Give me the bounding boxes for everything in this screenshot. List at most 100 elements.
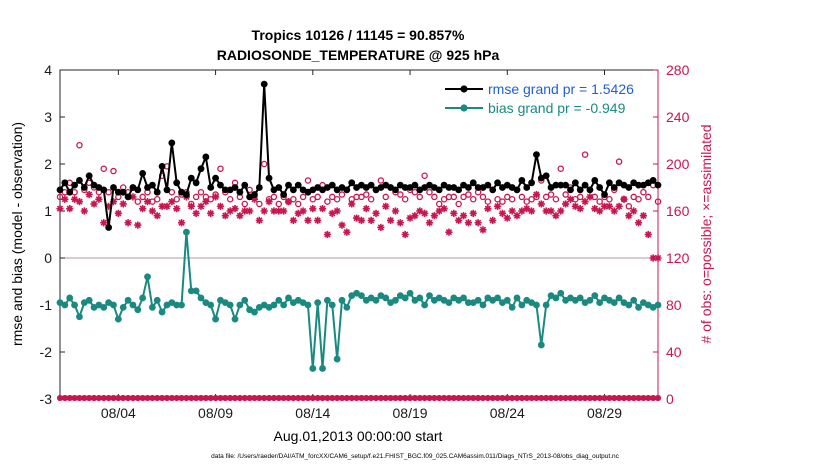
rmse-point (183, 191, 190, 198)
zero-assimilated-point-glyph (397, 395, 404, 401)
y-tick-label-right: 40 (666, 344, 682, 360)
possible-obs-point (606, 195, 613, 203)
zero-assimilated-point-glyph (445, 395, 452, 401)
assimilated-obs-point-glyph (241, 207, 249, 215)
y-axis-label-right: # of obs: o=possible; ×=assimilated (698, 124, 714, 343)
zero-assimilated-point-glyph (353, 395, 360, 401)
assimilated-obs-point (289, 216, 297, 224)
assimilated-obs-point (221, 212, 229, 220)
possible-obs-point (397, 191, 404, 198)
zero-assimilated-point-glyph (484, 395, 491, 401)
assimilated-obs-point-glyph (615, 202, 623, 210)
zero-assimilated-point (655, 395, 661, 401)
assimilated-obs-point (168, 198, 176, 206)
bias-point (285, 294, 292, 302)
assimilated-obs-point (644, 230, 652, 239)
zero-assimilated-point (57, 395, 63, 401)
possible-obs-point (333, 195, 341, 203)
possible-obs-point (329, 193, 336, 201)
zero-assimilated-point-glyph (300, 395, 307, 401)
assimilated-obs-point-glyph (148, 207, 156, 215)
zero-assimilated-point-glyph (76, 395, 83, 401)
x-tick-label: 08/04 (101, 405, 136, 421)
bias-point (119, 303, 127, 311)
rmse-point (552, 181, 560, 189)
zero-assimilated-point-glyph (455, 395, 462, 401)
zero-assimilated-point-glyph (514, 395, 521, 401)
assimilated-obs-point-glyph (109, 198, 118, 206)
zero-assimilated-point (163, 395, 170, 401)
rmse-point (523, 184, 531, 191)
assimilated-obs-point-glyph (532, 190, 541, 199)
zero-assimilated-point (139, 395, 146, 401)
assimilated-obs-point (246, 207, 254, 215)
assimilated-obs-point-glyph (343, 228, 351, 236)
zero-assimilated-point (217, 395, 224, 401)
zero-assimilated-point-glyph (251, 395, 258, 401)
rmse-point (581, 181, 589, 189)
rmse-point (148, 181, 156, 189)
assimilated-obs-point-glyph (576, 205, 584, 213)
zero-assimilated-point (241, 395, 248, 401)
assimilated-obs-point-glyph (236, 212, 244, 220)
bias-point (542, 301, 550, 309)
rmse-point (596, 184, 604, 191)
assimilated-obs-point (596, 207, 604, 215)
assimilated-obs-point-glyph (275, 207, 283, 215)
bias-point (110, 301, 117, 309)
assimilated-obs-point-glyph (197, 202, 205, 210)
rmse-point (119, 188, 127, 196)
assimilated-obs-point (75, 198, 84, 206)
possible-obs-point (309, 195, 317, 203)
zero-assimilated-point-glyph (625, 395, 632, 401)
possible-obs-point (304, 177, 312, 184)
assimilated-obs-point (610, 207, 618, 215)
rmse-point (401, 184, 409, 191)
assimilated-obs-point (649, 254, 657, 262)
possible-obs-point (270, 193, 278, 201)
bias-point (153, 296, 161, 304)
assimilated-obs-point-glyph (416, 207, 424, 215)
assimilated-obs-point-glyph (129, 193, 137, 201)
x-tick-label: 08/09 (198, 405, 233, 421)
zero-assimilated-point (100, 395, 107, 401)
assimilated-obs-point-glyph (56, 205, 64, 213)
assimilated-obs-point (406, 214, 414, 222)
y-tick-label: 0 (44, 250, 52, 266)
bias-point (591, 292, 599, 299)
zero-assimilated-point-glyph (91, 395, 98, 401)
rmse-point (649, 177, 657, 184)
possible-obs-point (523, 198, 530, 205)
y-tick-label: 3 (44, 109, 52, 125)
zero-assimilated-point-glyph (197, 395, 204, 401)
assimilated-obs-point (143, 198, 152, 206)
assimilated-obs-point (61, 195, 69, 203)
rmse-point (105, 224, 113, 231)
zero-assimilated-point (528, 395, 535, 401)
rmse-point (173, 179, 181, 187)
chart-subtitle: RADIOSONDE_TEMPERATURE @ 925 hPa (217, 47, 500, 63)
rmse-point (610, 184, 618, 191)
assimilated-obs-point (605, 202, 613, 210)
assimilated-obs-point (270, 207, 278, 215)
possible-obs-point (294, 200, 302, 208)
assimilated-obs-point-glyph (527, 207, 536, 215)
zero-assimilated-point-glyph (217, 395, 224, 401)
assimilated-obs-point (348, 200, 356, 208)
assimilated-obs-point-glyph (503, 214, 511, 222)
possible-obs-point (465, 191, 472, 198)
zero-assimilated-point (251, 395, 258, 401)
assimilated-obs-point-glyph (537, 200, 545, 208)
bias-point (474, 296, 482, 304)
rmse-point (489, 186, 497, 194)
assimilated-obs-point (255, 216, 263, 224)
zero-assimilated-point-glyph (222, 395, 229, 401)
zero-assimilated-point-glyph (125, 395, 132, 401)
bias-point (148, 303, 156, 311)
possible-obs-point (542, 193, 550, 201)
possible-obs-point (576, 193, 584, 201)
zero-assimilated-point-glyph (154, 395, 161, 401)
zero-obs-series (56, 395, 661, 402)
zero-assimilated-point (402, 395, 409, 401)
zero-assimilated-point-glyph (552, 395, 559, 401)
